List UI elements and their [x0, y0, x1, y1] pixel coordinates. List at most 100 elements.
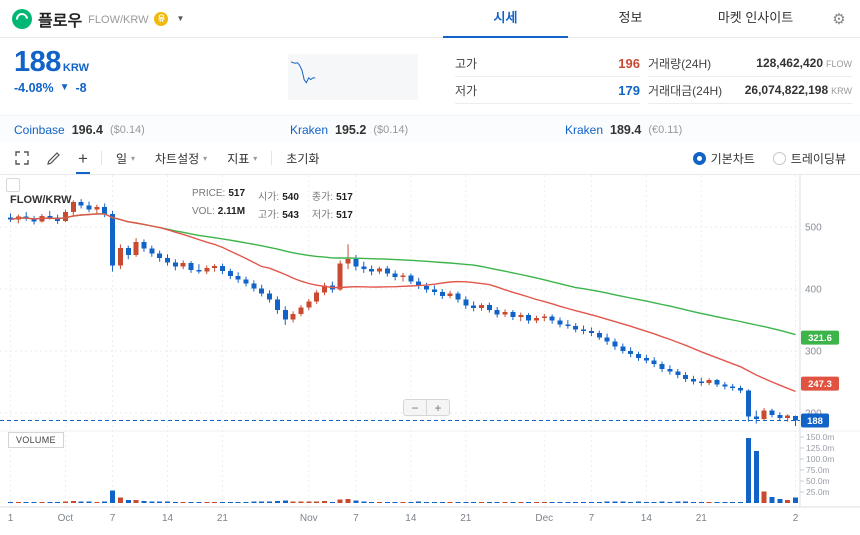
volume-bar	[777, 499, 783, 503]
fullscreen-button[interactable]	[6, 142, 38, 174]
axis-label: 247.3	[808, 379, 832, 390]
basic-chart-radio[interactable]: 기본차트	[692, 150, 755, 167]
candle-body	[533, 318, 539, 321]
volume-bar	[23, 502, 29, 503]
candlestick-chart[interactable]: 500400300200150.0m125.0m100.0m75.0m50.0m…	[0, 175, 860, 535]
axis-label: Nov	[300, 513, 318, 524]
candle-body	[557, 320, 563, 325]
candle-body	[785, 415, 791, 418]
candle-body	[714, 380, 720, 385]
exchange-price-usd: ($0.14)	[109, 123, 145, 136]
draw-tool-button[interactable]	[38, 142, 69, 174]
indicators-dropdown[interactable]: 지표 ▾	[217, 142, 267, 174]
volume-bar	[408, 501, 414, 503]
candle-body	[659, 364, 665, 369]
volume-bar	[290, 501, 296, 503]
candle-body	[384, 268, 390, 274]
volume-24h-row: 거래량(24H) 128,462,420 FLOW	[648, 50, 852, 77]
candle-body	[110, 213, 116, 266]
zoom-in-button[interactable]: +	[426, 399, 450, 416]
zoom-out-button[interactable]: −	[403, 399, 427, 416]
candle-body	[133, 241, 139, 255]
interval-dropdown[interactable]: 일 ▾	[106, 142, 145, 174]
volume-bar	[149, 501, 155, 503]
low-row: 저가 179	[455, 77, 640, 104]
candle-body	[604, 337, 610, 342]
candle-body	[706, 380, 712, 384]
axis-label: 50.0m	[806, 476, 830, 486]
volume-bar	[690, 501, 696, 503]
volume-bar	[667, 501, 673, 503]
candle-body	[769, 410, 775, 415]
volume-bar	[212, 502, 218, 503]
info-close: 종가: 517	[311, 192, 353, 203]
change-percent: -4.08%	[14, 81, 54, 95]
volume-bar	[47, 501, 53, 503]
crosshair-tool-button[interactable]: +	[69, 142, 97, 174]
candle-body	[745, 390, 751, 417]
chart-corner-button[interactable]	[6, 178, 20, 192]
candle-body	[463, 299, 469, 306]
candle-body	[172, 262, 178, 267]
candle-body	[353, 259, 359, 267]
exchange-quotes-row: Coinbase 196.4 ($0.14) Kraken 195.2 ($0.…	[0, 115, 860, 142]
volume-bar	[463, 501, 469, 503]
candle-body	[345, 259, 351, 264]
volume-bar	[471, 501, 477, 503]
coin-dropdown-icon[interactable]: ▼	[176, 14, 185, 23]
volume-bar	[447, 502, 453, 503]
volume-bar	[125, 500, 131, 503]
volume-bar	[55, 502, 61, 503]
exchange-quote-kraken-eur: Kraken 189.4 (€0.11)	[565, 116, 682, 143]
reset-button[interactable]: 초기화	[276, 142, 329, 174]
flow-logo-icon	[12, 8, 32, 29]
candle-body	[439, 292, 445, 296]
exchange-quote-coinbase: Coinbase 196.4 ($0.14)	[14, 116, 145, 143]
axis-label: 25.0m	[806, 487, 830, 497]
exchange-price-eur: (€0.11)	[648, 123, 683, 136]
volume-bar	[557, 501, 563, 503]
high-row: 고가 196	[455, 50, 640, 77]
volume-bar	[361, 501, 367, 503]
volume-bar	[274, 500, 280, 503]
volume-bar	[78, 501, 84, 503]
volume-bar	[94, 501, 100, 503]
info-low: 저가: 517	[311, 210, 353, 221]
candle-body	[8, 217, 13, 220]
chevron-down-icon: ▾	[130, 153, 135, 163]
ma-short-line	[10, 213, 796, 393]
tab-price[interactable]: 시세	[443, 0, 568, 38]
gear-icon[interactable]: ⚙	[832, 10, 846, 28]
volume-bar	[753, 451, 759, 503]
candle-body	[180, 262, 186, 267]
candle-body	[526, 315, 532, 321]
tab-info[interactable]: 정보	[618, 9, 643, 25]
volume-bar	[70, 501, 76, 503]
candle-body	[510, 311, 516, 317]
candle-body	[408, 275, 414, 282]
price-panel: 188 KRW -4.08% ▼ -8 고가 196 저가 179 거래량(24H	[0, 38, 860, 115]
coin-identity: 플로우 FLOW/KRW 유 ▼	[0, 7, 184, 31]
tradingview-radio[interactable]: 트레이딩뷰	[772, 150, 846, 167]
volume-bar	[510, 502, 516, 503]
volume-bar	[745, 437, 751, 503]
axis-label: 7	[353, 513, 359, 524]
volume-bar	[345, 498, 351, 503]
candle-body	[86, 205, 92, 210]
candle-body	[431, 289, 437, 293]
axis-label: Dec	[535, 513, 553, 524]
chart-settings-dropdown[interactable]: 차트설정 ▾	[145, 142, 217, 174]
info-volume: VOL: 2.11M	[192, 206, 246, 217]
header: 플로우 FLOW/KRW 유 ▼ 시세 정보 마켓 인사이트 ⚙	[0, 0, 860, 38]
volume-bar	[306, 501, 312, 503]
tab-market-insight[interactable]: 마켓 인사이트	[717, 9, 794, 25]
candle-body	[274, 299, 280, 311]
candle-body	[259, 288, 265, 294]
volume-bar	[518, 502, 524, 503]
exchange-price: 196.4	[71, 122, 103, 137]
toolbar-divider	[100, 151, 102, 165]
exchange-name: Coinbase	[14, 122, 65, 137]
candle-body	[62, 212, 68, 221]
candle-body	[78, 202, 84, 206]
chart-info-box: PRICE: 517 시가: 540 종가: 517 VOL: 2.11M 고가: 543…	[192, 188, 353, 224]
